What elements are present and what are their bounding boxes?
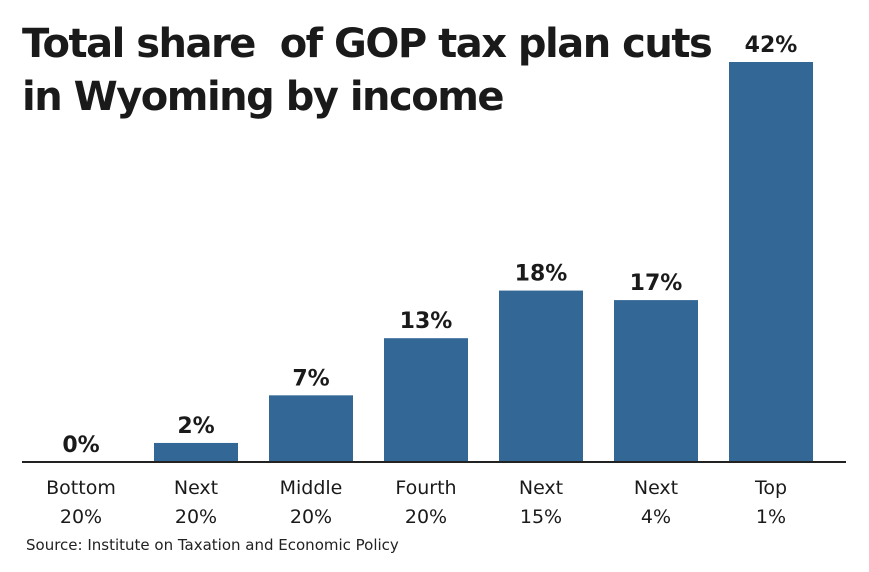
tick-label-2-line-1: 20%: [290, 506, 332, 528]
tick-label-0-line-0: Bottom: [46, 477, 116, 499]
tick-label-2: Middle 20%: [280, 477, 343, 528]
tick-label-1: Next 20%: [174, 477, 218, 528]
tick-label-4-line-0: Next: [519, 477, 563, 499]
chart-title: Total share of GOP tax plan cuts in Wyom…: [22, 18, 722, 124]
data-label-5: 17%: [630, 271, 683, 296]
data-label-3: 13%: [400, 309, 453, 334]
bar-3: [384, 338, 468, 462]
bar-4: [499, 290, 583, 462]
tick-label-3-line-1: 20%: [405, 506, 447, 528]
data-label-0: 0%: [62, 433, 99, 458]
bar-1: [154, 442, 238, 462]
data-label-1: 2%: [177, 414, 214, 439]
tick-label-6: Top 1%: [754, 477, 787, 528]
chart-title-line-1: Total share of GOP tax plan cuts: [22, 21, 713, 67]
bar-2: [269, 395, 353, 462]
tick-label-4: Next 15%: [519, 477, 563, 528]
tick-label-2-line-0: Middle: [280, 477, 343, 499]
tick-label-5-line-0: Next: [634, 477, 678, 499]
tick-label-1-line-1: 20%: [175, 506, 217, 528]
data-label-6: 42%: [745, 33, 798, 58]
tick-label-5-line-1: 4%: [641, 506, 671, 528]
chart-title-line-2: in Wyoming by income: [22, 74, 505, 120]
data-label-4: 18%: [515, 262, 568, 287]
data-label-2: 7%: [292, 366, 329, 391]
tick-label-4-line-1: 15%: [520, 506, 562, 528]
tick-label-0: Bottom 20%: [46, 477, 116, 528]
tick-label-6-line-1: 1%: [756, 506, 786, 528]
bar-6: [729, 62, 813, 462]
tick-label-3: Fourth 20%: [395, 477, 456, 528]
bar-5: [614, 300, 698, 462]
tick-label-1-line-0: Next: [174, 477, 218, 499]
tick-label-5: Next 4%: [634, 477, 678, 528]
tick-label-0-line-1: 20%: [60, 506, 102, 528]
tick-label-6-line-0: Top: [754, 477, 787, 499]
source-note: Source: Institute on Taxation and Econom…: [26, 536, 399, 554]
tick-label-3-line-0: Fourth: [395, 477, 456, 499]
